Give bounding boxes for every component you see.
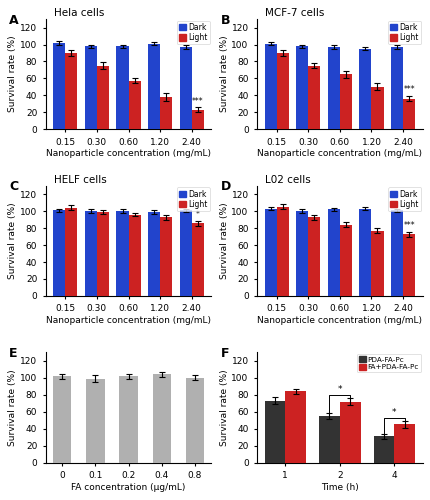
Bar xyxy=(371,230,383,296)
Bar xyxy=(85,211,97,296)
Bar xyxy=(160,97,172,129)
Bar xyxy=(276,207,288,296)
Text: ***: *** xyxy=(402,221,414,230)
Bar xyxy=(339,402,360,462)
X-axis label: FA concentration (µg/mL): FA concentration (µg/mL) xyxy=(71,482,185,492)
Bar xyxy=(191,110,203,129)
Bar xyxy=(264,44,276,129)
Bar xyxy=(65,208,77,296)
Bar xyxy=(119,376,137,462)
Y-axis label: Survival rate (%): Survival rate (%) xyxy=(8,36,17,113)
Bar xyxy=(116,46,128,129)
X-axis label: Nanoparticle concentration (mg/mL): Nanoparticle concentration (mg/mL) xyxy=(257,150,421,158)
Legend: PDA-FA-Pc, FA+PDA-FA-Pc: PDA-FA-Pc, FA+PDA-FA-Pc xyxy=(356,354,420,372)
X-axis label: Nanoparticle concentration (mg/mL): Nanoparticle concentration (mg/mL) xyxy=(46,316,211,325)
Text: Hela cells: Hela cells xyxy=(54,8,104,18)
Y-axis label: Survival rate (%): Survival rate (%) xyxy=(219,369,228,446)
Bar xyxy=(53,43,65,129)
Bar xyxy=(148,44,160,129)
Bar xyxy=(148,212,160,296)
Text: *: * xyxy=(195,210,199,219)
Text: ***: *** xyxy=(402,86,414,94)
Bar xyxy=(371,87,383,129)
Bar xyxy=(160,217,172,296)
Bar xyxy=(97,66,109,129)
Bar xyxy=(128,81,140,129)
Bar xyxy=(179,210,191,296)
Bar xyxy=(86,378,104,462)
Legend: Dark, Light: Dark, Light xyxy=(387,20,420,44)
Bar xyxy=(185,378,203,462)
Bar xyxy=(97,212,109,296)
Text: E: E xyxy=(9,347,18,360)
Bar xyxy=(339,224,351,296)
Bar xyxy=(285,392,305,462)
Bar xyxy=(65,53,77,129)
X-axis label: Nanoparticle concentration (mg/mL): Nanoparticle concentration (mg/mL) xyxy=(46,150,211,158)
Bar xyxy=(276,53,288,129)
Bar xyxy=(402,98,414,129)
Bar xyxy=(307,66,319,129)
Bar xyxy=(359,49,371,129)
Text: ***: *** xyxy=(191,96,203,106)
Bar xyxy=(390,47,402,129)
Bar xyxy=(402,234,414,296)
Bar xyxy=(373,436,393,462)
Y-axis label: Survival rate (%): Survival rate (%) xyxy=(219,202,228,279)
Text: *: * xyxy=(337,386,341,394)
Bar xyxy=(116,211,128,296)
Text: F: F xyxy=(220,347,229,360)
Bar xyxy=(152,374,170,462)
Bar xyxy=(295,46,307,129)
Y-axis label: Survival rate (%): Survival rate (%) xyxy=(8,369,17,446)
Bar xyxy=(264,208,276,296)
Bar xyxy=(327,210,339,296)
Legend: Dark, Light: Dark, Light xyxy=(176,188,209,211)
Bar xyxy=(339,74,351,129)
Bar xyxy=(393,424,414,463)
Text: *: * xyxy=(391,408,396,417)
Text: D: D xyxy=(220,180,230,194)
Text: MCF-7 cells: MCF-7 cells xyxy=(265,8,324,18)
Bar xyxy=(85,46,97,129)
Bar xyxy=(318,416,339,463)
Text: C: C xyxy=(9,180,18,194)
Bar xyxy=(53,376,71,462)
Legend: Dark, Light: Dark, Light xyxy=(176,20,209,44)
Bar xyxy=(307,217,319,296)
Bar xyxy=(295,211,307,296)
Bar xyxy=(128,214,140,296)
Text: B: B xyxy=(220,14,230,26)
Bar xyxy=(390,210,402,296)
Text: A: A xyxy=(9,14,19,26)
Legend: Dark, Light: Dark, Light xyxy=(387,188,420,211)
Bar xyxy=(327,47,339,129)
Bar xyxy=(264,400,285,462)
X-axis label: Time (h): Time (h) xyxy=(320,482,358,492)
Text: HELF cells: HELF cells xyxy=(54,175,107,185)
Bar xyxy=(191,223,203,296)
Text: L02 cells: L02 cells xyxy=(265,175,310,185)
Bar xyxy=(359,208,371,296)
Bar xyxy=(179,47,191,129)
X-axis label: Nanoparticle concentration (mg/mL): Nanoparticle concentration (mg/mL) xyxy=(257,316,421,325)
Y-axis label: Survival rate (%): Survival rate (%) xyxy=(219,36,228,113)
Y-axis label: Survival rate (%): Survival rate (%) xyxy=(8,202,17,279)
Bar xyxy=(53,210,65,296)
